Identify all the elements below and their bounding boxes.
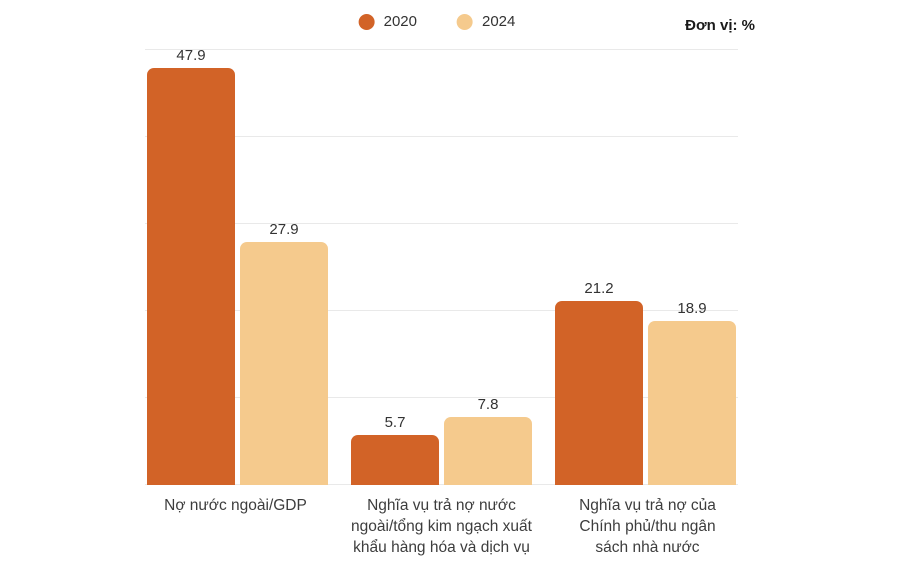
category-label-2: Nghĩa vụ trả nợ của Chính phủ/thu ngân s… xyxy=(579,497,716,556)
legend-swatch-2020-icon xyxy=(358,13,375,30)
bar-value-label: 18.9 xyxy=(677,299,707,317)
bar-2020-0: 47.9 xyxy=(147,47,235,485)
category-cell-1: Nghĩa vụ trả nợ nước ngoài/tổng kim ngạc… xyxy=(351,496,532,559)
plot-area: 47.9 27.9 5.7 7.8 21.2 18.9 xyxy=(145,47,738,485)
legend-item-2020: 2020 xyxy=(358,13,417,30)
legend: 2020 2024 xyxy=(358,13,515,30)
gridline-50 xyxy=(145,49,738,50)
legend-item-2024: 2024 xyxy=(457,13,515,30)
gridline-0 xyxy=(145,484,738,485)
bar-value-label: 5.7 xyxy=(384,414,406,432)
bar-value-label: 47.9 xyxy=(176,47,206,65)
bar-2024-2: 18.9 xyxy=(648,300,736,485)
bar-2024-0: 27.9 xyxy=(240,221,328,485)
bar-value-label: 7.8 xyxy=(477,396,499,414)
bar-fill xyxy=(351,435,439,485)
gridline-40 xyxy=(145,136,738,137)
bar-fill xyxy=(147,68,235,485)
gridline-30 xyxy=(145,223,738,224)
legend-swatch-2024-icon xyxy=(457,13,473,30)
bar-value-label: 27.9 xyxy=(269,221,299,239)
category-cell-2: Nghĩa vụ trả nợ của Chính phủ/thu ngân s… xyxy=(557,496,738,559)
bar-fill xyxy=(555,300,643,485)
legend-label-2024: 2024 xyxy=(482,13,516,30)
gridline-20 xyxy=(145,310,738,311)
bar-fill xyxy=(240,242,328,485)
bar-group-2: 21.2 18.9 xyxy=(555,280,736,485)
unit-label: Đơn vị: % xyxy=(685,17,755,34)
category-label-1: Nghĩa vụ trả nợ nước ngoài/tổng kim ngạc… xyxy=(351,497,532,556)
bar-fill xyxy=(444,417,532,485)
bar-2024-1: 7.8 xyxy=(444,396,532,485)
bar-groups: 47.9 27.9 5.7 7.8 21.2 18.9 xyxy=(147,47,736,485)
category-labels: Nợ nước ngoài/GDP Nghĩa vụ trả nợ nước ng… xyxy=(145,496,738,559)
bar-fill xyxy=(648,320,736,485)
bar-2020-1: 5.7 xyxy=(351,414,439,485)
legend-label-2020: 2020 xyxy=(383,13,417,30)
category-label-0: Nợ nước ngoài/GDP xyxy=(164,497,307,514)
bar-group-1: 5.7 7.8 xyxy=(351,396,532,485)
category-cell-0: Nợ nước ngoài/GDP xyxy=(145,496,326,559)
bar-group-0: 47.9 27.9 xyxy=(147,47,328,485)
bar-value-label: 21.2 xyxy=(584,279,614,297)
gridline-10 xyxy=(145,397,738,398)
bar-2020-2: 21.2 xyxy=(555,280,643,485)
